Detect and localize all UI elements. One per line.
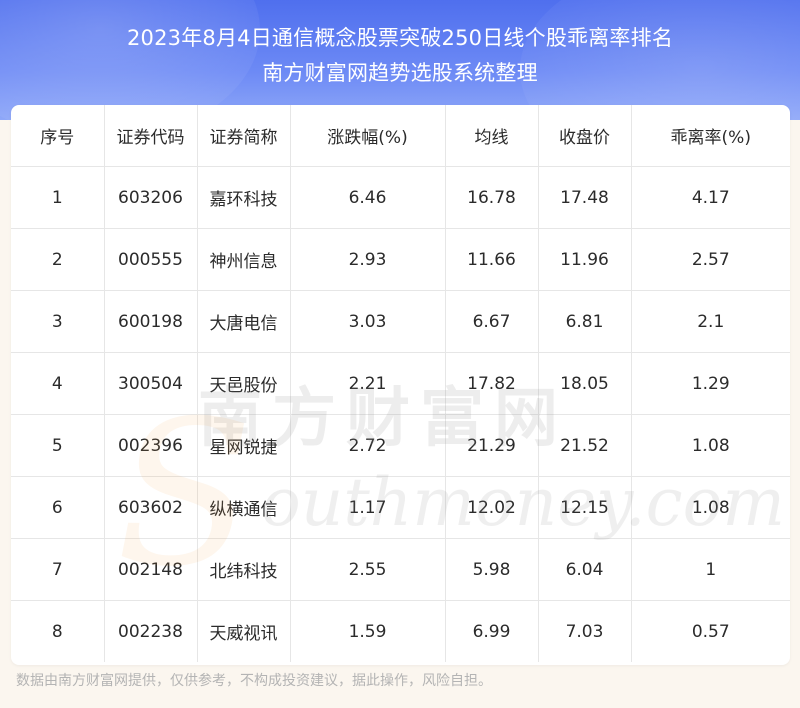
table-header-row: 序号 证券代码 证券简称 涨跌幅(%) 均线 收盘价 乖离率(%) (11, 105, 790, 167)
page-subtitle: 南方财富网趋势选股系统整理 (262, 61, 538, 85)
column-header-code: 证券代码 (104, 105, 198, 167)
cell-name: 天威视讯 (197, 600, 291, 662)
cell-change: 1.17 (290, 476, 446, 539)
table-card: 序号 证券代码 证券简称 涨跌幅(%) 均线 收盘价 乖离率(%) 1 6032… (11, 105, 790, 665)
cell-bias: 1.08 (631, 476, 790, 539)
cell-ma: 17.82 (445, 352, 539, 415)
cell-code: 000555 (104, 228, 198, 291)
cell-ma: 6.67 (445, 290, 539, 353)
table-row: 6 603602 纵横通信 1.17 12.02 12.15 1.08 (11, 476, 790, 539)
table-row: 1 603206 嘉环科技 6.46 16.78 17.48 4.17 (11, 166, 790, 229)
cell-bias: 2.57 (631, 228, 790, 291)
cell-bias: 1.08 (631, 414, 790, 477)
cell-close: 17.48 (538, 166, 632, 229)
table-row: 2 000555 神州信息 2.93 11.66 11.96 2.57 (11, 228, 790, 291)
cell-index: 1 (11, 166, 105, 229)
table-row: 8 002238 天威视讯 1.59 6.99 7.03 0.57 (11, 600, 790, 662)
cell-index: 8 (11, 600, 105, 662)
column-header-index: 序号 (11, 105, 105, 167)
table-row: 4 300504 天邑股份 2.21 17.82 18.05 1.29 (11, 352, 790, 415)
cell-code: 600198 (104, 290, 198, 353)
cell-change: 3.03 (290, 290, 446, 353)
cell-index: 7 (11, 538, 105, 601)
cell-name: 天邑股份 (197, 352, 291, 415)
column-header-bias: 乖离率(%) (631, 105, 790, 167)
header-decoration (520, 0, 800, 120)
column-header-close: 收盘价 (538, 105, 632, 167)
cell-bias: 1 (631, 538, 790, 601)
column-header-name: 证券简称 (197, 105, 291, 167)
cell-code: 300504 (104, 352, 198, 415)
table-row: 7 002148 北纬科技 2.55 5.98 6.04 1 (11, 538, 790, 601)
cell-close: 12.15 (538, 476, 632, 539)
header-banner: 2023年8月4日通信概念股票突破250日线个股乖离率排名 南方财富网趋势选股系… (0, 0, 800, 120)
cell-change: 6.46 (290, 166, 446, 229)
cell-ma: 16.78 (445, 166, 539, 229)
cell-name: 嘉环科技 (197, 166, 291, 229)
cell-ma: 5.98 (445, 538, 539, 601)
cell-code: 002396 (104, 414, 198, 477)
cell-ma: 6.99 (445, 600, 539, 662)
cell-ma: 21.29 (445, 414, 539, 477)
cell-index: 6 (11, 476, 105, 539)
cell-change: 1.59 (290, 600, 446, 662)
disclaimer-text: 数据由南方财富网提供，仅供参考，不构成投资建议，据此操作，风险自担。 (16, 673, 492, 689)
cell-ma: 11.66 (445, 228, 539, 291)
cell-change: 2.72 (290, 414, 446, 477)
table-row: 5 002396 星网锐捷 2.72 21.29 21.52 1.08 (11, 414, 790, 477)
cell-name: 神州信息 (197, 228, 291, 291)
cell-index: 3 (11, 290, 105, 353)
cell-code: 603602 (104, 476, 198, 539)
cell-name: 星网锐捷 (197, 414, 291, 477)
cell-name: 北纬科技 (197, 538, 291, 601)
cell-code: 002238 (104, 600, 198, 662)
table-row: 3 600198 大唐电信 3.03 6.67 6.81 2.1 (11, 290, 790, 353)
cell-close: 21.52 (538, 414, 632, 477)
cell-index: 5 (11, 414, 105, 477)
column-header-change: 涨跌幅(%) (290, 105, 446, 167)
header-decoration (0, 0, 260, 120)
cell-bias: 2.1 (631, 290, 790, 353)
cell-close: 11.96 (538, 228, 632, 291)
stock-table: 序号 证券代码 证券简称 涨跌幅(%) 均线 收盘价 乖离率(%) 1 6032… (11, 105, 790, 662)
column-header-ma: 均线 (445, 105, 539, 167)
cell-close: 6.81 (538, 290, 632, 353)
page-title: 2023年8月4日通信概念股票突破250日线个股乖离率排名 (126, 26, 674, 50)
cell-close: 6.04 (538, 538, 632, 601)
cell-index: 4 (11, 352, 105, 415)
cell-change: 2.55 (290, 538, 446, 601)
cell-bias: 0.57 (691, 621, 730, 642)
cell-close: 7.03 (538, 600, 632, 662)
cell-code: 002148 (104, 538, 198, 601)
cell-ma: 12.02 (445, 476, 539, 539)
cell-bias: 1.29 (631, 352, 790, 415)
cell-change: 2.21 (290, 352, 446, 415)
cell-index: 2 (11, 228, 105, 291)
cell-code: 603206 (104, 166, 198, 229)
cell-close: 18.05 (538, 352, 632, 415)
cell-name: 大唐电信 (197, 290, 291, 353)
cell-name: 纵横通信 (197, 476, 291, 539)
cell-change: 2.93 (290, 228, 446, 291)
cell-bias: 4.17 (631, 166, 790, 229)
